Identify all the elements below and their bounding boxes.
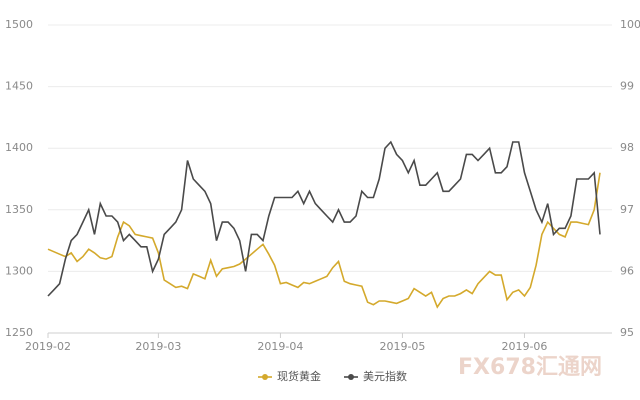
series-line [47,140,601,297]
y2-tick-label: 95 [620,326,634,339]
y2-tick-label: 100 [620,18,640,31]
x-tick-label: 2019-03 [135,340,181,353]
y-tick-label: 1400 [5,141,33,154]
y2-tick-label: 97 [620,203,634,216]
x-tick-label: 2019-04 [257,340,303,353]
y-tick-label: 1300 [5,264,33,277]
y2-tick-label: 96 [620,264,634,277]
y2-tick-label: 98 [620,141,634,154]
legend-label: 现货黄金 [277,369,321,383]
legend-label: 美元指数 [363,369,407,383]
y-tick-label: 1350 [5,203,33,216]
x-tick-label: 2019-02 [25,340,71,353]
series-line [47,172,601,309]
legend-marker-dot [348,374,354,380]
y-tick-label: 1500 [5,18,33,31]
y2-tick-label: 99 [620,80,634,93]
x-tick-label: 2019-05 [379,340,425,353]
y-tick-label: 1450 [5,80,33,93]
legend-marker-dot [262,374,268,380]
watermark: FX678汇通网 [458,355,602,380]
x-tick-label: 2019-06 [501,340,547,353]
y-tick-label: 1250 [5,326,33,339]
